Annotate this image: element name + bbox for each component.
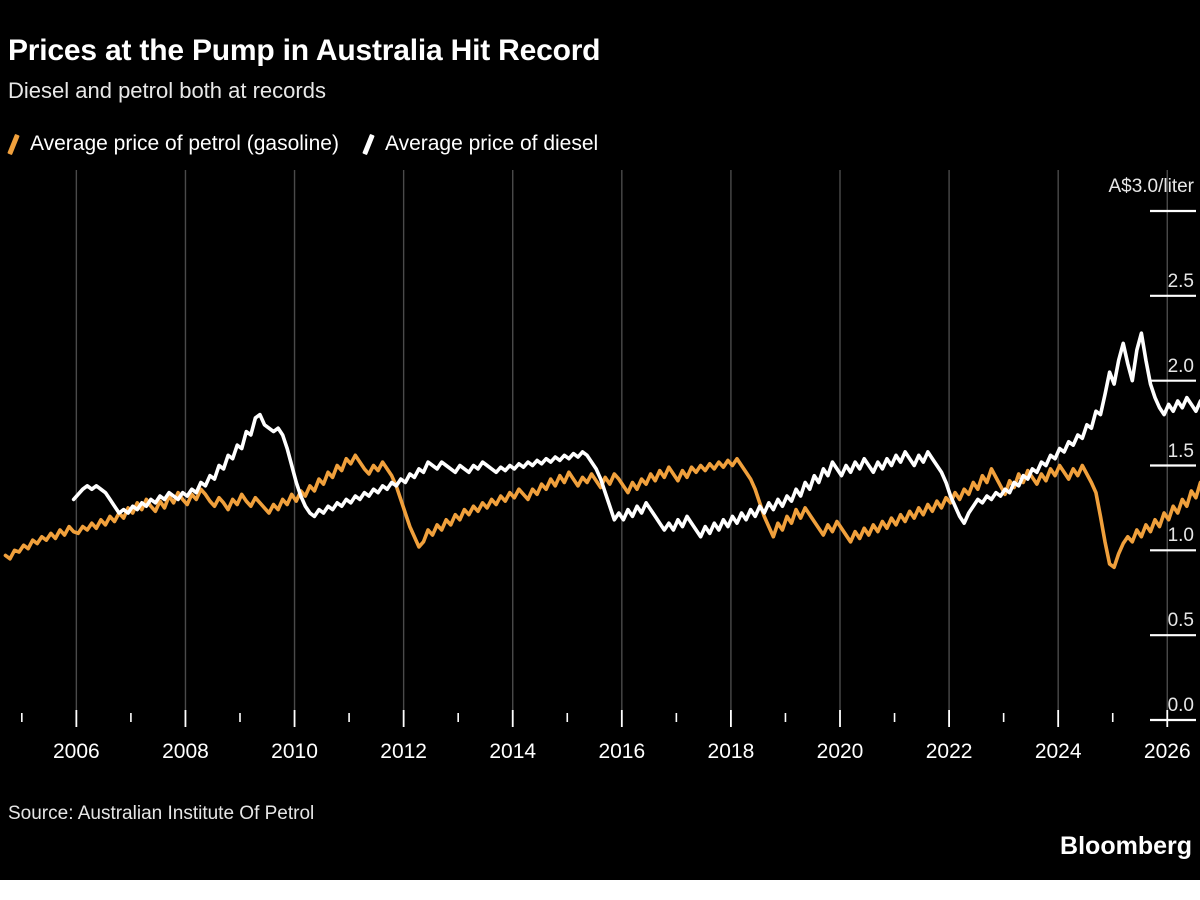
legend-label-petrol: Average price of petrol (gasoline) bbox=[30, 132, 339, 155]
chart-subtitle: Diesel and petrol both at records bbox=[8, 78, 326, 103]
x-axis-tick-label: 2026 bbox=[1143, 740, 1191, 763]
source-note: Source: Australian Institute Of Petrol bbox=[8, 803, 315, 824]
series-line-petrol bbox=[3, 453, 1200, 570]
legend-item-diesel[interactable]: Average price of diesel bbox=[361, 132, 598, 156]
bloomberg-brand: Bloomberg bbox=[1060, 832, 1192, 860]
legend-label-diesel: Average price of diesel bbox=[384, 132, 599, 155]
x-axis-tick-label: 2014 bbox=[489, 740, 537, 763]
x-axis-tick-label: 2006 bbox=[53, 740, 100, 763]
x-axis-tick-label: 2018 bbox=[707, 740, 755, 763]
x-axis-tick-label: 2010 bbox=[271, 740, 318, 763]
x-axis-tick-label: 2016 bbox=[598, 740, 646, 763]
y-axis-tick-label: 2.0 bbox=[1167, 355, 1194, 377]
series-line-diesel bbox=[71, 331, 1200, 539]
y-axis-unit-label: A$3.0/liter bbox=[1108, 176, 1194, 197]
x-axis-tick-label: 2022 bbox=[925, 740, 973, 763]
y-axis-tick-label: 0.0 bbox=[1167, 695, 1194, 716]
page-title: Prices at the Pump in Australia Hit Reco… bbox=[8, 34, 601, 67]
y-axis-tick-label: 0.5 bbox=[1167, 610, 1194, 632]
chart-plot-area bbox=[3, 170, 1200, 727]
y-axis-tick-label: 1.5 bbox=[1167, 440, 1194, 462]
y-axis-tick-label: 2.5 bbox=[1167, 270, 1194, 292]
chart-figure: Prices at the Pump in Australia Hit Reco… bbox=[0, 0, 1200, 880]
x-axis-tick-label: 2024 bbox=[1034, 740, 1082, 763]
chart-legend: Average price of petrol (gasoline) Avera… bbox=[6, 132, 598, 156]
legend-item-petrol[interactable]: Average price of petrol (gasoline) bbox=[6, 132, 339, 156]
y-axis-tick-label: 1.0 bbox=[1167, 525, 1194, 547]
x-axis-tick-label: 2008 bbox=[162, 740, 209, 763]
x-axis-tick-label: 2012 bbox=[380, 740, 427, 763]
x-axis-tick-label: 2020 bbox=[816, 740, 864, 763]
legend-slash-icon-petrol bbox=[6, 133, 22, 155]
legend-slash-icon-diesel bbox=[361, 133, 377, 155]
